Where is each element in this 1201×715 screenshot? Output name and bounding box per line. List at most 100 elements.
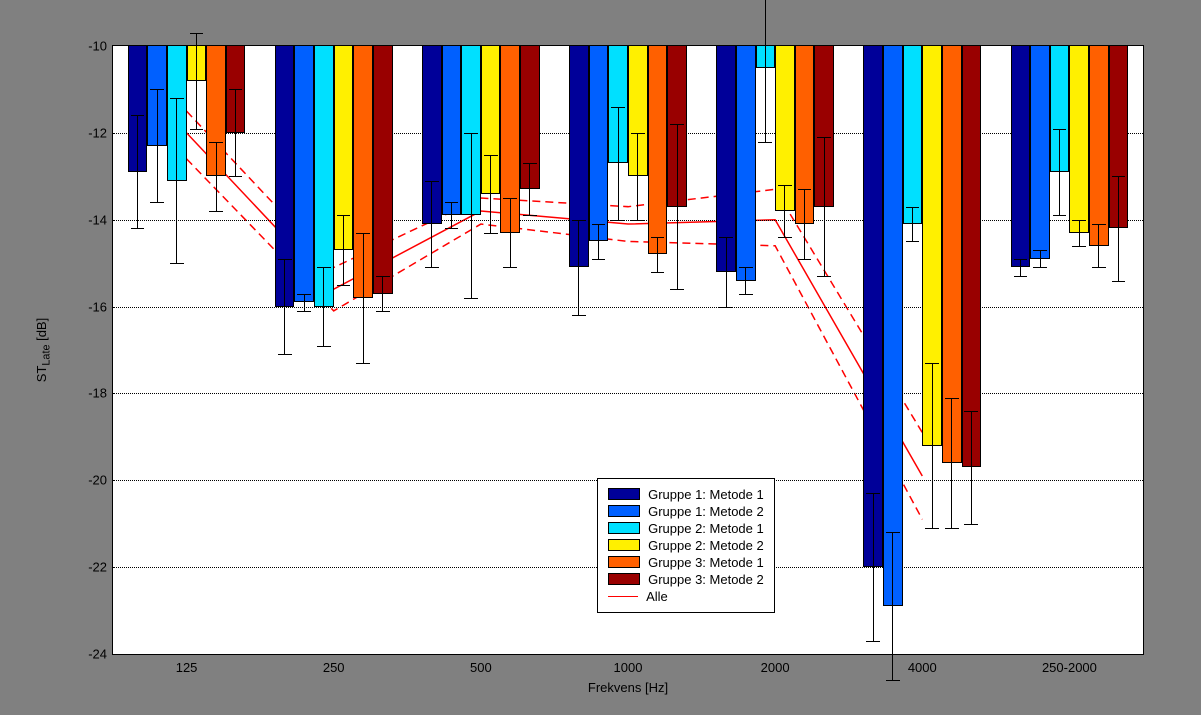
- error-bar: [529, 163, 530, 215]
- error-cap: [592, 259, 606, 260]
- error-cap: [425, 181, 439, 182]
- error-cap: [1072, 246, 1086, 247]
- error-bar: [873, 493, 874, 641]
- error-cap: [376, 276, 390, 277]
- legend-entry: Gruppe 3: Metode 2: [608, 572, 764, 587]
- legend-label: Gruppe 1: Metode 1: [648, 487, 764, 502]
- xtick-label: 2000: [761, 660, 790, 675]
- grid-line: [113, 393, 1143, 394]
- xtick-label: 4000: [908, 660, 937, 675]
- error-bar: [323, 267, 324, 345]
- error-cap: [739, 267, 753, 268]
- bar: [883, 46, 903, 606]
- error-cap: [445, 228, 459, 229]
- error-bar: [657, 237, 658, 272]
- error-bar: [765, 0, 766, 142]
- error-cap: [758, 142, 772, 143]
- error-cap: [886, 532, 900, 533]
- error-cap: [906, 241, 920, 242]
- error-cap: [964, 411, 978, 412]
- error-cap: [356, 363, 370, 364]
- error-bar: [1098, 224, 1099, 267]
- error-cap: [337, 215, 351, 216]
- error-bar: [176, 98, 177, 263]
- error-bar: [578, 220, 579, 316]
- bar: [1011, 46, 1031, 267]
- error-cap: [278, 354, 292, 355]
- error-bar: [137, 115, 138, 228]
- ytick-label: -10: [88, 39, 107, 54]
- error-bar: [382, 276, 383, 311]
- error-cap: [484, 155, 498, 156]
- error-bar: [304, 294, 305, 311]
- error-cap: [503, 198, 517, 199]
- error-bar: [343, 215, 344, 284]
- error-cap: [170, 98, 184, 99]
- error-cap: [778, 185, 792, 186]
- ytick-label: -14: [88, 212, 107, 227]
- x-axis-label: Frekvens [Hz]: [588, 680, 668, 695]
- error-cap: [719, 307, 733, 308]
- error-cap: [611, 107, 625, 108]
- error-cap: [131, 115, 145, 116]
- error-bar: [451, 202, 452, 228]
- xtick-label: 125: [176, 660, 198, 675]
- ytick-label: -16: [88, 299, 107, 314]
- error-cap: [651, 237, 665, 238]
- legend-entry: Alle: [608, 589, 764, 604]
- error-bar: [892, 532, 893, 680]
- error-cap: [229, 176, 243, 177]
- error-cap: [484, 233, 498, 234]
- error-cap: [425, 267, 439, 268]
- error-cap: [356, 233, 370, 234]
- error-bar: [363, 233, 364, 363]
- error-cap: [1033, 250, 1047, 251]
- error-bar: [157, 89, 158, 202]
- error-cap: [945, 398, 959, 399]
- error-cap: [1112, 281, 1126, 282]
- error-cap: [1033, 267, 1047, 268]
- chart-canvas: -10-12-14-16-18-20-22-241252505001000200…: [0, 0, 1201, 715]
- legend-swatch: [608, 522, 640, 534]
- legend-swatch: [608, 539, 640, 551]
- legend-label: Gruppe 2: Metode 1: [648, 521, 764, 536]
- error-cap: [964, 524, 978, 525]
- bar: [1089, 46, 1109, 246]
- legend-label: Gruppe 2: Metode 2: [648, 538, 764, 553]
- error-bar: [971, 411, 972, 524]
- error-cap: [592, 224, 606, 225]
- error-bar: [784, 185, 785, 237]
- error-bar: [1040, 250, 1041, 267]
- error-cap: [503, 267, 517, 268]
- xtick-label: 1000: [614, 660, 643, 675]
- error-cap: [631, 220, 645, 221]
- error-cap: [866, 493, 880, 494]
- error-bar: [1020, 259, 1021, 276]
- error-cap: [886, 680, 900, 681]
- error-bar: [510, 198, 511, 267]
- error-cap: [631, 133, 645, 134]
- error-bar: [598, 224, 599, 259]
- error-cap: [1072, 220, 1086, 221]
- bar: [736, 46, 756, 281]
- error-cap: [464, 133, 478, 134]
- error-cap: [1112, 176, 1126, 177]
- error-cap: [925, 363, 939, 364]
- error-cap: [337, 285, 351, 286]
- ytick-label: -20: [88, 473, 107, 488]
- legend-swatch: [608, 573, 640, 585]
- error-bar: [1079, 220, 1080, 246]
- error-cap: [297, 311, 311, 312]
- error-cap: [317, 346, 331, 347]
- legend-entry: Gruppe 3: Metode 1: [608, 555, 764, 570]
- error-cap: [817, 137, 831, 138]
- bar: [589, 46, 609, 241]
- xtick-label: 250: [323, 660, 345, 675]
- error-cap: [798, 259, 812, 260]
- error-cap: [1053, 215, 1067, 216]
- error-cap: [817, 276, 831, 277]
- y-axis-label: STLate [dB]: [33, 318, 52, 382]
- legend-swatch: [608, 488, 640, 500]
- error-bar: [804, 189, 805, 258]
- ytick-label: -18: [88, 386, 107, 401]
